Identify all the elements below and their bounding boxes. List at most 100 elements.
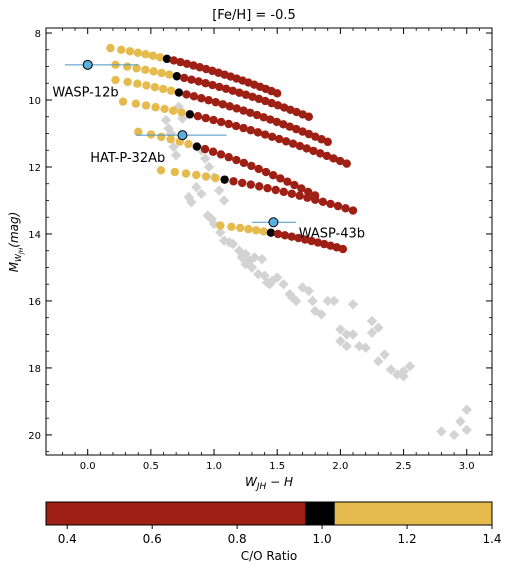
model-point-high-co xyxy=(166,135,175,144)
field-object-marker xyxy=(218,195,230,206)
model-point-low-co xyxy=(239,106,248,115)
y-axis-label: MWJH(mag) xyxy=(7,212,25,273)
model-point-high-co xyxy=(150,82,160,92)
model-point-low-co xyxy=(338,244,348,254)
x-tick-label: 0.0 xyxy=(80,461,96,472)
model-point-low-co xyxy=(169,56,178,65)
field-object-marker xyxy=(347,299,359,310)
x-tick-label: 0.5 xyxy=(143,461,159,472)
field-object-marker xyxy=(461,404,472,415)
model-point-low-co xyxy=(303,193,312,202)
colorbar-tick-label: 0.6 xyxy=(143,532,162,546)
planet-marker xyxy=(177,130,188,141)
model-point-low-co xyxy=(287,232,296,241)
model-point-low-co xyxy=(187,75,196,84)
model-point-low-co xyxy=(246,108,255,117)
model-point-low-co xyxy=(193,112,203,121)
model-point-low-co xyxy=(295,191,304,200)
colorbar-ticks: 0.4 0.6 0.8 1.0 1.2 1.4 xyxy=(58,525,502,546)
model-point-low-co xyxy=(273,229,283,239)
model-point-low-co xyxy=(261,96,270,106)
model-point-low-co xyxy=(261,167,271,177)
model-point-low-co xyxy=(279,120,288,129)
planet-annotation: HAT-P-32Ab xyxy=(90,151,165,166)
field-object-marker xyxy=(170,150,182,161)
field-object-marker xyxy=(256,253,268,265)
plot-frame xyxy=(45,27,493,456)
x-tick-label: 1.5 xyxy=(269,461,285,472)
model-point-high-co xyxy=(111,75,120,85)
model-point-low-co xyxy=(280,231,290,240)
model-point-high-co xyxy=(166,86,176,95)
model-point-low-co xyxy=(232,155,241,165)
model-point-low-co xyxy=(323,137,332,147)
field-object-marker xyxy=(160,114,172,126)
field-object-marker xyxy=(163,123,174,134)
field-object-marker xyxy=(290,295,302,307)
model-point-high-co xyxy=(165,70,174,79)
field-object-marker xyxy=(404,361,416,372)
model-point-solar-co xyxy=(266,228,276,237)
field-object-marker xyxy=(436,426,447,437)
model-point-low-co xyxy=(335,156,345,166)
planets-layer xyxy=(64,59,297,228)
annotations-layer: WASP-12b HAT-P-32Ab WASP-43b xyxy=(52,86,365,242)
field-object-marker xyxy=(373,322,384,333)
field-object-marker xyxy=(213,185,225,196)
model-point-low-co xyxy=(326,199,335,209)
field-object-marker xyxy=(199,153,211,164)
model-point-high-co xyxy=(184,139,193,149)
field-object-marker xyxy=(341,329,352,340)
model-point-low-co xyxy=(304,112,313,121)
model-point-low-co xyxy=(221,84,231,94)
model-point-low-co xyxy=(311,195,320,204)
field-object-marker xyxy=(328,295,340,307)
model-point-high-co xyxy=(123,62,132,71)
model-point-low-co xyxy=(309,146,318,156)
model-point-low-co xyxy=(268,170,278,180)
field-object-marker xyxy=(448,429,460,441)
model-point-low-co xyxy=(246,180,256,189)
colorbar-segment xyxy=(334,502,492,525)
model-point-high-co xyxy=(156,166,166,175)
model-point-low-co xyxy=(176,57,185,67)
y-tick-label: 14 xyxy=(28,230,41,241)
model-point-low-co xyxy=(208,80,217,90)
model-point-low-co xyxy=(267,132,277,141)
y-tick-label: 20 xyxy=(28,431,41,442)
field-object-marker xyxy=(227,238,239,250)
x-tick-label: 2.0 xyxy=(332,461,348,472)
field-object-marker xyxy=(461,424,472,436)
model-point-low-co xyxy=(320,239,329,249)
model-point-low-co xyxy=(224,153,233,162)
model-point-high-co xyxy=(134,127,143,137)
model-point-high-co xyxy=(133,79,142,88)
field-object-marker xyxy=(366,327,378,338)
model-point-high-co xyxy=(148,51,158,60)
model-point-low-co xyxy=(204,96,213,105)
model-point-low-co xyxy=(342,159,351,168)
field-object-marker xyxy=(335,324,346,335)
model-point-low-co xyxy=(194,77,203,86)
model-point-high-co xyxy=(244,224,253,234)
model-point-low-co xyxy=(239,123,248,133)
model-point-high-co xyxy=(151,103,160,112)
planet-marker xyxy=(82,59,93,70)
model-point-low-co xyxy=(241,90,251,99)
x-axis-label: WJH − H xyxy=(245,475,293,492)
model-point-low-co xyxy=(208,147,218,156)
colorbar-tick-label: 0.4 xyxy=(58,532,77,546)
model-point-low-co xyxy=(231,121,241,131)
model-point-low-co xyxy=(290,180,299,190)
model-point-low-co xyxy=(318,197,328,207)
model-point-low-co xyxy=(295,141,305,151)
colorbar-frame xyxy=(45,501,493,526)
model-point-low-co xyxy=(255,182,264,191)
field-object-marker xyxy=(316,309,327,320)
model-point-low-co xyxy=(329,154,338,163)
model-point-low-co xyxy=(298,127,307,136)
model-point-high-co xyxy=(211,173,220,183)
field-object-marker xyxy=(191,181,202,193)
model-point-low-co xyxy=(201,79,210,88)
model-point-high-co xyxy=(216,221,225,230)
